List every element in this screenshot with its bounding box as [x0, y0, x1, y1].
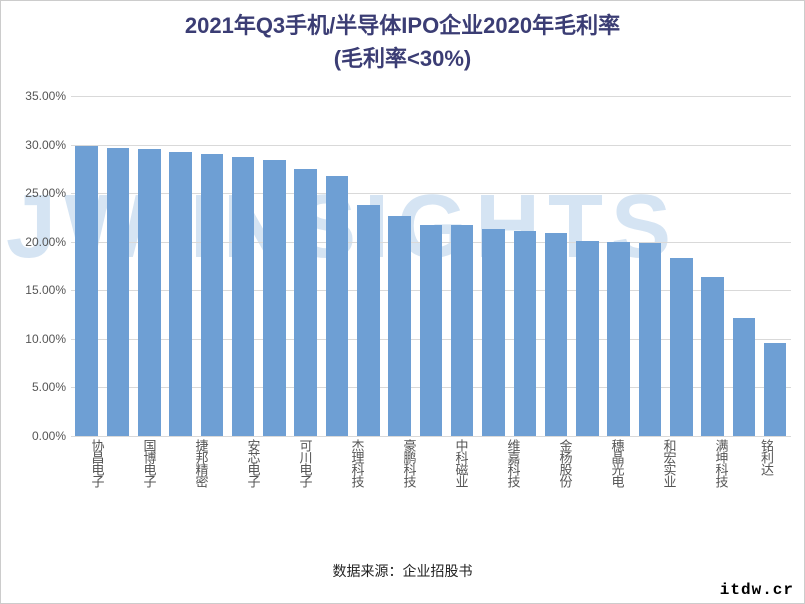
- bar: [357, 205, 380, 436]
- bar: [545, 233, 568, 436]
- x-label-slot: 捷邦精密: [175, 439, 227, 487]
- y-tick-label: 10.00%: [11, 332, 66, 346]
- bar-slot: [415, 96, 446, 436]
- bar-slot: [540, 96, 571, 436]
- x-label-slot: 杰理科技: [331, 439, 383, 487]
- data-source: 数据来源：企业招股书: [1, 561, 804, 581]
- bar: [733, 318, 756, 436]
- bar: [764, 343, 787, 436]
- bar-slot: [697, 96, 728, 436]
- bar-slot: [509, 96, 540, 436]
- plot-area: 0.00%5.00%10.00%15.00%20.00%25.00%30.00%…: [71, 96, 791, 436]
- bar: [576, 241, 599, 436]
- bar-slot: [572, 96, 603, 436]
- chart-card: JW INSIGHTS 2021年Q3手机/半导体IPO企业2020年毛利率 (…: [0, 0, 805, 604]
- bar: [451, 225, 474, 436]
- y-tick-label: 0.00%: [11, 429, 66, 443]
- x-label-slot: 金杨股份: [539, 439, 591, 487]
- bar: [420, 225, 443, 436]
- x-label-slot: 协昌电子: [71, 439, 123, 487]
- bar: [169, 152, 192, 436]
- x-label-slot: 维嘉科技: [487, 439, 539, 487]
- x-label-slot: 和宏实业: [643, 439, 695, 487]
- bar: [607, 242, 630, 436]
- y-tick-label: 35.00%: [11, 89, 66, 103]
- x-tick-label: 和宏实业: [663, 439, 676, 487]
- x-tick-label: 可川电子: [299, 439, 312, 487]
- x-tick-label: 杰理科技: [351, 439, 364, 487]
- bar-slot: [603, 96, 634, 436]
- x-tick-label: 中科磁业: [455, 439, 468, 487]
- credit: itdw.cr: [720, 581, 794, 599]
- bar: [294, 169, 317, 436]
- x-label-slot: 安芯电子: [227, 439, 279, 487]
- bar-slot: [134, 96, 165, 436]
- bar-slot: [259, 96, 290, 436]
- bar-slot: [728, 96, 759, 436]
- chart-title: 2021年Q3手机/半导体IPO企业2020年毛利率 (毛利率<30%): [1, 1, 804, 75]
- bar-slot: [196, 96, 227, 436]
- y-tick-label: 20.00%: [11, 235, 66, 249]
- x-tick-label: 满坤科技: [715, 439, 728, 487]
- bar: [701, 277, 724, 436]
- bar-slot: [227, 96, 258, 436]
- x-label-slot: 可川电子: [279, 439, 331, 487]
- bar-slot: [447, 96, 478, 436]
- x-label-slot: 国博电子: [123, 439, 175, 487]
- y-tick-label: 30.00%: [11, 138, 66, 152]
- bar: [326, 176, 349, 436]
- x-tick-label: 国博电子: [143, 439, 156, 487]
- x-label-slot: 穗晶光电: [591, 439, 643, 487]
- bar: [482, 229, 505, 436]
- x-label-slot: 满坤科技: [695, 439, 747, 487]
- bar-slot: [478, 96, 509, 436]
- bar-slot: [384, 96, 415, 436]
- bar-slot: [290, 96, 321, 436]
- title-line1: 2021年Q3手机/半导体IPO企业2020年毛利率: [1, 9, 804, 42]
- title-line2: (毛利率<30%): [1, 42, 804, 75]
- bar-slot: [321, 96, 352, 436]
- x-tick-label: 穗晶光电: [611, 439, 624, 487]
- bar: [107, 148, 130, 437]
- y-tick-label: 5.00%: [11, 380, 66, 394]
- x-tick-label: 铭利达: [760, 439, 773, 487]
- x-label-slot: 铭利达: [747, 439, 786, 487]
- bar-slot: [760, 96, 791, 436]
- bar-slot: [353, 96, 384, 436]
- bar-slot: [165, 96, 196, 436]
- bar: [201, 154, 224, 436]
- x-label-slot: 中一科技: [786, 439, 805, 487]
- x-tick-label: 捷邦精密: [195, 439, 208, 487]
- bar-slot: [102, 96, 133, 436]
- x-tick-label: 金杨股份: [559, 439, 572, 487]
- bar: [75, 146, 98, 436]
- grid-line: [71, 436, 791, 437]
- x-tick-label: 维嘉科技: [507, 439, 520, 487]
- x-axis-labels: 协昌电子 国博电子 捷邦精密 安芯电子 可川电子 杰理科技 豪鹏科技 中科磁业 维嘉科技 金杨股份…: [71, 439, 791, 487]
- x-label-slot: 中科磁业: [435, 439, 487, 487]
- x-tick-label: 豪鹏科技: [403, 439, 416, 487]
- bar: [138, 149, 161, 436]
- y-tick-label: 15.00%: [11, 283, 66, 297]
- bar: [388, 216, 411, 436]
- bar-slot: [634, 96, 665, 436]
- bar: [263, 160, 286, 436]
- x-label-slot: 豪鹏科技: [383, 439, 435, 487]
- bar: [514, 231, 537, 436]
- x-tick-label: 协昌电子: [91, 439, 104, 487]
- bar: [639, 243, 662, 436]
- y-tick-label: 25.00%: [11, 186, 66, 200]
- bar-slot: [71, 96, 102, 436]
- bar: [232, 157, 255, 436]
- bar-slot: [666, 96, 697, 436]
- bar-group: [71, 96, 791, 436]
- bar: [670, 258, 693, 436]
- x-tick-label: 安芯电子: [247, 439, 260, 487]
